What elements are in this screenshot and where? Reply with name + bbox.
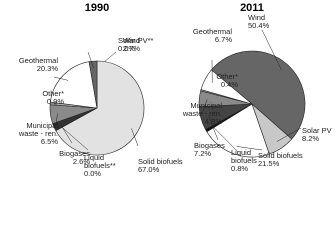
pie-slice (50, 61, 98, 109)
label-value: 67.0% (138, 165, 160, 174)
page: 1990 Solar PV** 0.0% Solid biofuels 67.0% Liq… (8, 2, 336, 178)
slice-label: Liquid biofuels 0.8% (231, 149, 277, 173)
label-name: Wind (248, 13, 266, 22)
slice-label: Solid biofuels 67.0% (138, 158, 184, 174)
leader-line (55, 113, 58, 127)
label-name: Liquid biofuels** (84, 153, 116, 170)
label-value: 6.7% (214, 35, 232, 44)
slice-label: Municipal waste - ren. 6.5% (8, 122, 58, 146)
label-value: 8.2% (302, 134, 320, 143)
label-value: 0.8% (231, 164, 249, 173)
charts (49, 29, 306, 158)
pie-slice (55, 60, 145, 156)
slice-label: Municipal waste - ren. 4.8% (172, 102, 222, 126)
leader-line (61, 127, 89, 151)
label-name: Biogases (194, 141, 225, 150)
label-value: 4.8% (204, 117, 222, 126)
label-value: 21.5% (258, 159, 280, 168)
chart-title: 1990 (67, 2, 127, 14)
leader-line (131, 128, 139, 147)
label-value: 0.9% (46, 97, 64, 106)
label-value: 2.7% (122, 44, 140, 53)
label-value: 2.6% (72, 157, 90, 166)
pie-slice (206, 103, 270, 158)
label-value: 0.0% (84, 169, 102, 178)
label-value: 0.0% (118, 44, 136, 53)
slice-label: Biogases 7.2% (194, 142, 240, 158)
title-text: 2011 (240, 2, 264, 14)
label-value: 0.4% (220, 80, 238, 89)
title-text: 1990 (84, 2, 110, 14)
slice-label: Other* 0.9% (14, 90, 64, 106)
slice-label: Liquid biofuels** 0.0% (84, 154, 130, 178)
leader-line (261, 29, 282, 70)
pie-slice (210, 50, 306, 140)
slice-label: Other* 0.4% (188, 73, 238, 89)
slice-label: Wind 2.7% (90, 37, 140, 53)
chart-title: 2011 (222, 2, 282, 14)
slice-label: Geothermal 6.7% (182, 28, 232, 44)
label-name: Solid biofuels (258, 151, 303, 160)
label-name: Other* (216, 72, 238, 81)
label-name: Municipal waste - ren. (18, 121, 58, 138)
label-value: 6.5% (40, 137, 58, 146)
label-name: Liquid biofuels (231, 148, 257, 165)
label-name: Solid biofuels (138, 157, 183, 166)
pie-slice (200, 69, 253, 105)
label-name: Geothermal (192, 27, 232, 36)
leader-line (208, 116, 219, 141)
label-name: Solar PV** (118, 36, 154, 45)
label-name: Municipal waste - ren. (182, 101, 222, 118)
slice-label: Geothermal 20.3% (8, 57, 58, 73)
label-name: Biogases (59, 149, 90, 158)
slice-label: Wind 50.4% (248, 14, 294, 30)
label-name: Solar PV (302, 126, 332, 135)
slice-label: Solid biofuels 21.5% (258, 152, 304, 168)
leader-line (212, 126, 239, 153)
label-value: 7.2% (194, 149, 212, 158)
leader-line (60, 124, 73, 144)
leader-line (276, 127, 302, 142)
label-name: Wind (122, 36, 140, 45)
label-name: Geothermal (18, 56, 58, 65)
slice-label: Solar PV** 0.0% (118, 37, 164, 53)
label-value: 20.3% (36, 64, 58, 73)
leader-line (87, 51, 94, 69)
leader-line (236, 146, 263, 151)
pie-slice (88, 60, 98, 109)
slice-label: Biogases 2.6% (40, 150, 90, 166)
label-name: Other* (42, 89, 64, 98)
label-value: 50.4% (248, 21, 270, 30)
slice-label: Solar PV 8.2% (302, 127, 336, 143)
leader-line (201, 99, 208, 115)
leader-line (53, 76, 69, 81)
